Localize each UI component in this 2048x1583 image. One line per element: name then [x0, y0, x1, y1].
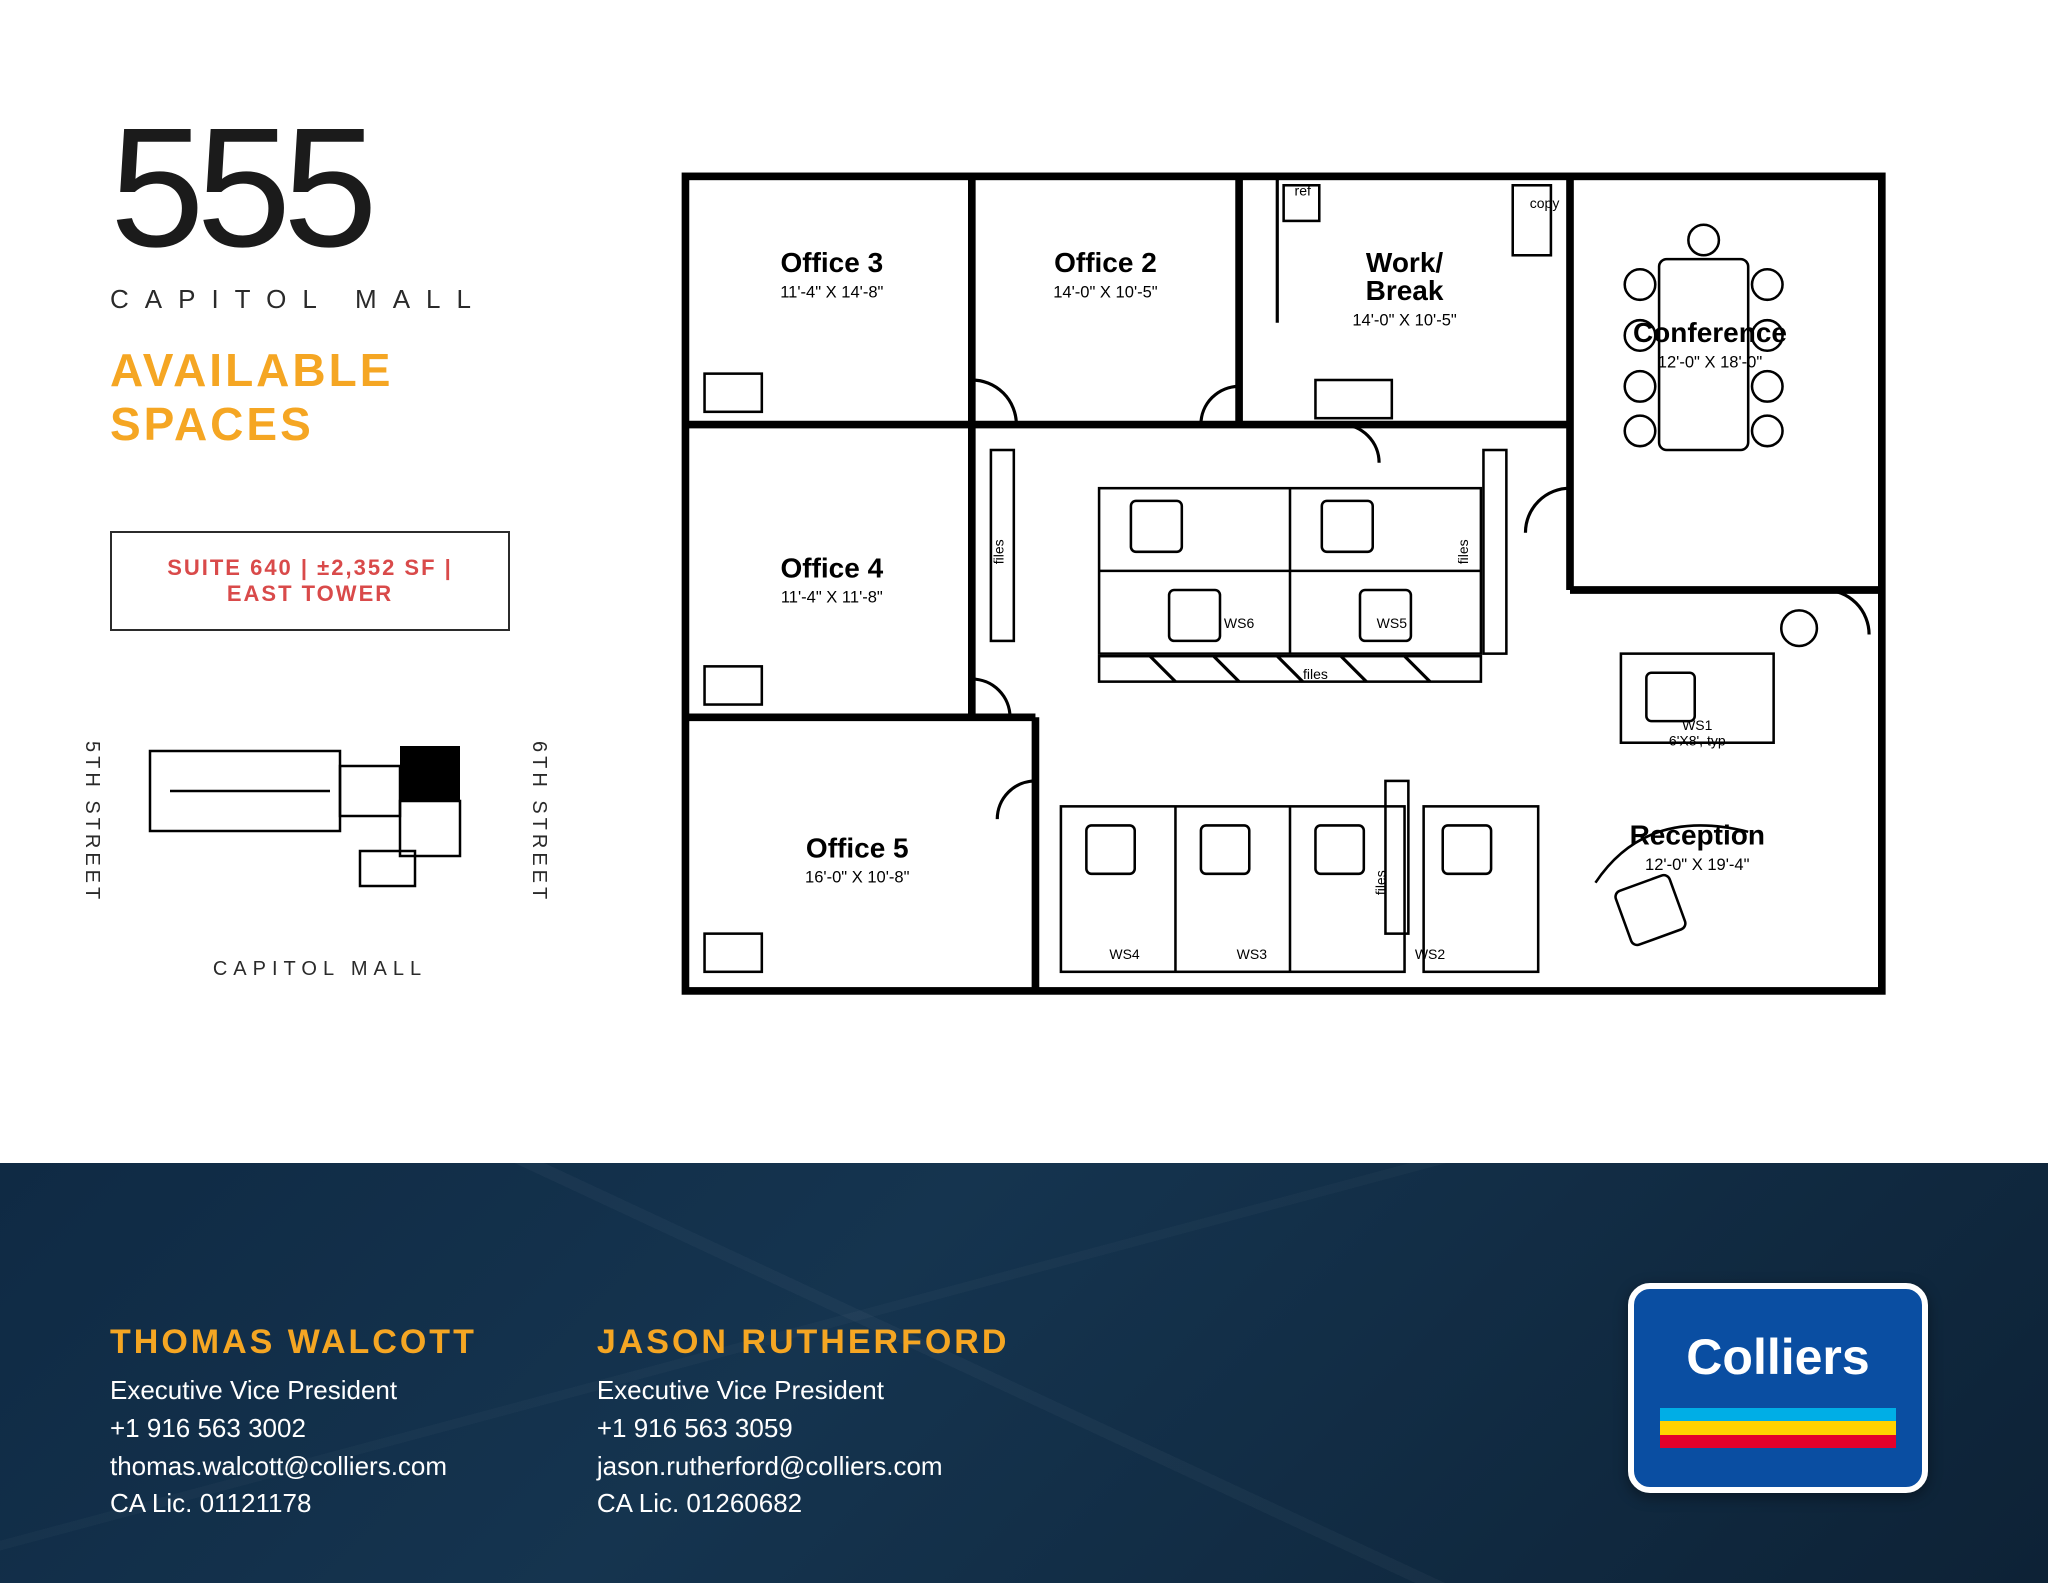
stripe-2 [1660, 1421, 1896, 1434]
keyplan-bottom-label: CAPITOL MALL [110, 958, 530, 981]
footer: THOMAS WALCOTT Executive Vice President … [0, 1163, 2048, 1583]
svg-text:Office 3: Office 3 [780, 247, 883, 278]
contact-name: THOMAS WALCOTT [110, 1323, 477, 1362]
contact-title: Executive Vice President [597, 1372, 1010, 1410]
keyplan-right-label: 6TH STREET [527, 741, 550, 903]
page-heading: AVAILABLE SPACES [110, 343, 530, 451]
contact-title: Executive Vice President [110, 1372, 477, 1410]
svg-text:WS3: WS3 [1237, 946, 1268, 962]
contact-phone: +1 916 563 3059 [597, 1410, 1010, 1448]
floor-plan: Office 3 11'-4" X 14'-8" Office 2 14'-0" X … [650, 170, 1930, 1010]
brand-badge: Colliers [1628, 1283, 1928, 1493]
svg-text:Office 2: Office 2 [1054, 247, 1157, 278]
contact-email: thomas.walcott@colliers.com [110, 1448, 477, 1486]
svg-text:14'-0" X 10'-5": 14'-0" X 10'-5" [1352, 310, 1457, 329]
brand-stripes [1660, 1408, 1896, 1448]
svg-text:Conference: Conference [1633, 317, 1787, 348]
svg-text:16'-0" X 10'-8": 16'-0" X 10'-8" [805, 868, 910, 887]
contact-name: JASON RUTHERFORD [597, 1323, 1010, 1362]
stripe-3 [1660, 1435, 1896, 1448]
keyplan-svg [130, 711, 490, 911]
suite-info-box: SUITE 640 | ±2,352 SF | EAST TOWER [110, 531, 510, 631]
contact-list: THOMAS WALCOTT Executive Vice President … [110, 1323, 1009, 1523]
svg-text:files: files [1372, 870, 1388, 895]
svg-text:Office 4: Office 4 [780, 552, 883, 583]
svg-text:Break: Break [1366, 275, 1444, 306]
contact-phone: +1 916 563 3002 [110, 1410, 477, 1448]
svg-text:11'-4" X 11'-8": 11'-4" X 11'-8" [781, 588, 883, 607]
svg-text:WS4: WS4 [1109, 946, 1140, 962]
contact-email: jason.rutherford@colliers.com [597, 1448, 1010, 1486]
stripe-1 [1660, 1408, 1896, 1421]
svg-text:files: files [1455, 539, 1471, 564]
svg-text:ref: ref [1295, 182, 1311, 198]
contact-license: CA Lic. 01121178 [110, 1485, 477, 1523]
logo-subtitle: CAPITOL MALL [110, 284, 530, 315]
contact-card: THOMAS WALCOTT Executive Vice President … [110, 1323, 477, 1523]
fp-labels: Office 3 11'-4" X 14'-8" Office 2 14'-0" X … [780, 247, 1787, 887]
keyplan-left-label: 5TH STREET [80, 741, 103, 903]
svg-text:6'X8', typ: 6'X8', typ [1669, 732, 1726, 748]
info-panel: 555 CAPITOL MALL AVAILABLE SPACES SUITE … [110, 120, 530, 981]
svg-text:Reception: Reception [1630, 820, 1765, 851]
svg-text:WS1: WS1 [1682, 717, 1713, 733]
logo-number: 555 [110, 120, 530, 256]
svg-text:WS2: WS2 [1415, 946, 1446, 962]
key-plan: 5TH STREET 6TH STREET CAPITOL MALL [110, 701, 530, 981]
contact-card: JASON RUTHERFORD Executive Vice Presiden… [597, 1323, 1010, 1523]
svg-text:14'-0" X 10'-5": 14'-0" X 10'-5" [1053, 282, 1158, 301]
brand-text: Colliers [1686, 1328, 1869, 1386]
svg-text:WS5: WS5 [1377, 615, 1408, 631]
svg-text:files: files [991, 539, 1007, 564]
svg-text:12'-0" X 19'-4": 12'-0" X 19'-4" [1645, 855, 1750, 874]
svg-text:11'-4" X 14'-8": 11'-4" X 14'-8" [780, 282, 883, 301]
svg-text:copy: copy [1530, 195, 1560, 211]
contact-license: CA Lic. 01260682 [597, 1485, 1010, 1523]
svg-text:Office 5: Office 5 [806, 832, 909, 863]
svg-text:WS6: WS6 [1224, 615, 1255, 631]
svg-text:Work/: Work/ [1366, 247, 1443, 278]
svg-text:12'-0" X 18'-0": 12'-0" X 18'-0" [1658, 352, 1763, 371]
svg-text:files: files [1303, 666, 1328, 682]
